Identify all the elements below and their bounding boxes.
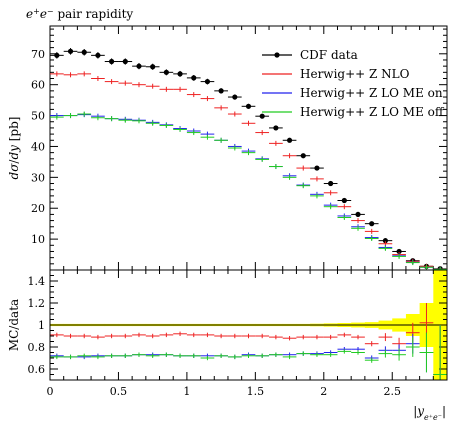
ratio-tick-label: 0.6: [28, 363, 46, 376]
y-tick-label: 20: [31, 202, 45, 215]
ratio-tick-label: 1: [38, 319, 45, 332]
data-point: [259, 113, 265, 119]
data-point: [177, 71, 183, 77]
data-point: [204, 78, 211, 85]
y-tick-label: 30: [31, 171, 45, 184]
ratio-panel-frame: [49, 269, 448, 381]
data-point: [300, 153, 306, 159]
legend: CDF data Herwig++ Z NLO Herwig++ Z LO ME o…: [262, 48, 445, 119]
data-point: [273, 125, 279, 131]
plot-title: e+e− pair rapidity: [26, 7, 133, 22]
data-point: [369, 221, 375, 227]
data-point: [218, 88, 224, 94]
y-tick-label: 10: [31, 233, 45, 246]
x-axis: 0 0.5 1 1.5 2 2.5: [47, 385, 401, 398]
data-point: [67, 48, 74, 54]
data-point: [81, 49, 87, 55]
legend-label: Herwig++ Z LO ME off: [300, 105, 445, 119]
x-tick-label: 0.5: [110, 385, 128, 398]
y-axis-label: dσ/dy [pb]: [7, 117, 21, 180]
data-point: [122, 58, 128, 65]
y-tick-label: 40: [31, 140, 45, 153]
data-point: [54, 52, 60, 58]
y-tick-label: 70: [31, 48, 45, 61]
y-tick-label: 50: [31, 110, 45, 123]
legend-label: CDF data: [300, 48, 358, 62]
ratio-tick-label: 1.4: [28, 275, 46, 288]
data-point: [109, 58, 115, 65]
data-point: [341, 197, 347, 204]
data-point: [136, 63, 142, 69]
data-point: [163, 69, 169, 75]
main-panel: 10 20 30 40 50 60 70 dσ/dy [pb]: [7, 25, 448, 272]
data-point: [355, 211, 361, 218]
x-tick-label: 2.5: [383, 385, 401, 398]
x-tick-label: 2: [320, 385, 327, 398]
ratio-tick-label: 1.2: [28, 297, 46, 310]
data-point: [314, 165, 320, 171]
data-point: [232, 94, 238, 100]
data-point: [191, 75, 197, 81]
x-tick-label: 1.5: [247, 385, 265, 398]
data-point: [95, 52, 101, 58]
ratio-axis-label: MC/data: [7, 299, 21, 351]
y-tick-label: 60: [31, 79, 45, 92]
data-point: [286, 137, 293, 143]
legend-label: Herwig++ Z NLO: [300, 67, 410, 81]
data-point: [245, 103, 252, 109]
data-point: [328, 180, 334, 187]
legend-label: Herwig++ Z LO ME on: [300, 86, 443, 100]
data-point: [150, 64, 156, 70]
data-point: [396, 248, 402, 255]
ratio-panel: 0.6 0.8 1 1.2 1.4 MC/data: [7, 269, 448, 381]
x-axis-label: |ye⁺e⁻|: [413, 404, 446, 422]
legend-marker: [274, 52, 280, 58]
x-tick-label: 0: [47, 385, 54, 398]
ratio-tick-label: 0.8: [28, 341, 46, 354]
x-tick-label: 1: [183, 385, 190, 398]
data-point: [382, 238, 388, 244]
